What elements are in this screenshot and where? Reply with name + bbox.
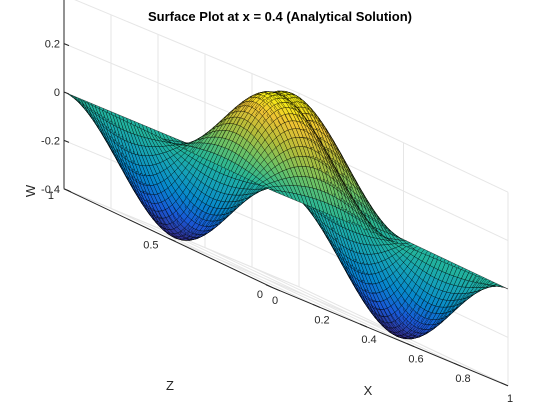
- w-tick-label: 0.2: [45, 39, 60, 51]
- x-axis-label: X: [364, 383, 373, 398]
- w-tick-label: 0.4: [45, 0, 60, 2]
- grid-line: [168, 237, 404, 337]
- z-tick-label: 0: [257, 289, 263, 301]
- x-tick-label: 0.6: [408, 354, 423, 366]
- z-tick-label: 0.5: [143, 239, 158, 251]
- w-tick-label: -0.4: [41, 184, 60, 196]
- surface-patch: [500, 286, 509, 290]
- x-tick: [312, 303, 321, 308]
- w-tick: [63, 91, 70, 95]
- x-tick: [500, 382, 509, 387]
- x-tick-label: 1: [507, 393, 513, 405]
- chart-title: Surface Plot at x = 0.4 (Analytical Solu…: [147, 9, 413, 24]
- w-axis-label: W: [23, 184, 38, 197]
- x-tick-label: 0.8: [455, 373, 470, 385]
- z-axis-line: [63, 188, 274, 289]
- w-tick-label: 0: [54, 87, 60, 99]
- w-tick: [63, 43, 70, 47]
- x-tick: [265, 284, 274, 289]
- x-tick: [406, 343, 415, 348]
- z-tick-label: 1: [48, 190, 54, 202]
- x-tick: [453, 362, 462, 367]
- x-tick: [359, 323, 368, 328]
- z-tick: [168, 237, 176, 242]
- w-tick-label: -0.2: [41, 135, 60, 147]
- x-tick-label: 0: [272, 295, 278, 307]
- x-axis-line: [272, 287, 509, 387]
- z-axis-label: Z: [166, 378, 174, 393]
- surface-mesh: [63, 90, 509, 340]
- w-tick: [63, 139, 70, 143]
- z-tick: [63, 188, 72, 193]
- x-tick-label: 0.2: [314, 314, 329, 326]
- grid-line: [74, 0, 300, 94]
- x-tick-label: 0.4: [361, 334, 376, 346]
